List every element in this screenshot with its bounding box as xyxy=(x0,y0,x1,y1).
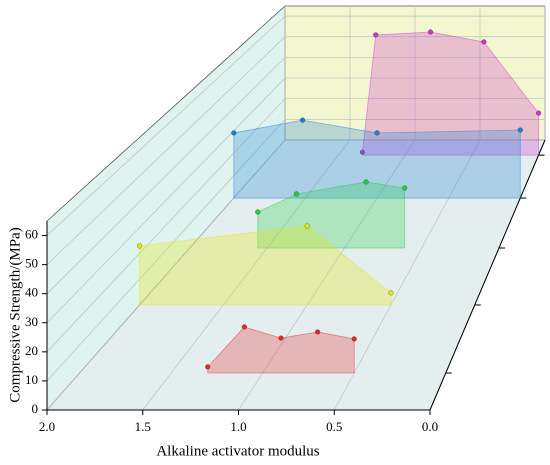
point xyxy=(351,336,357,342)
z-tick-label: 0 xyxy=(32,401,39,416)
point xyxy=(137,243,143,249)
point xyxy=(363,179,369,185)
point xyxy=(481,39,487,45)
point xyxy=(517,127,523,133)
point xyxy=(388,290,394,296)
point xyxy=(304,223,310,229)
x-tick-label: 0.0 xyxy=(422,419,438,434)
point xyxy=(241,324,247,330)
x-tick-label: 0.5 xyxy=(326,419,342,434)
z-tick-label: 40 xyxy=(25,285,38,300)
grid-line xyxy=(238,5,416,411)
z-tick-label: 10 xyxy=(25,372,38,387)
point xyxy=(427,29,434,35)
grid-line xyxy=(142,5,351,411)
z-tick-label: 60 xyxy=(25,227,38,242)
area xyxy=(139,225,392,306)
grid-line xyxy=(333,5,481,411)
point xyxy=(300,117,306,123)
area xyxy=(207,326,355,374)
point xyxy=(293,191,300,197)
point xyxy=(374,130,380,136)
point xyxy=(255,209,261,215)
area xyxy=(362,31,539,156)
z-axis-title: Compressive Strength/(MPa) xyxy=(7,227,23,402)
point xyxy=(536,110,542,116)
point xyxy=(278,335,284,341)
x-tick-label: 1.0 xyxy=(230,419,246,434)
grid-line xyxy=(46,5,286,411)
z-tick-label: 50 xyxy=(25,256,38,271)
z-tick-label: 20 xyxy=(25,343,38,358)
depth-axis xyxy=(429,139,546,411)
x-tick-label: 2.0 xyxy=(39,419,55,434)
z-tick-label: 30 xyxy=(25,314,38,329)
point xyxy=(315,329,321,335)
point xyxy=(231,130,237,136)
point xyxy=(359,149,365,155)
point xyxy=(402,185,408,191)
x-tick-label: 1.5 xyxy=(135,419,151,434)
point xyxy=(373,32,379,38)
x-axis-title: Alkaline activator modulus xyxy=(156,443,319,459)
point xyxy=(205,364,211,370)
